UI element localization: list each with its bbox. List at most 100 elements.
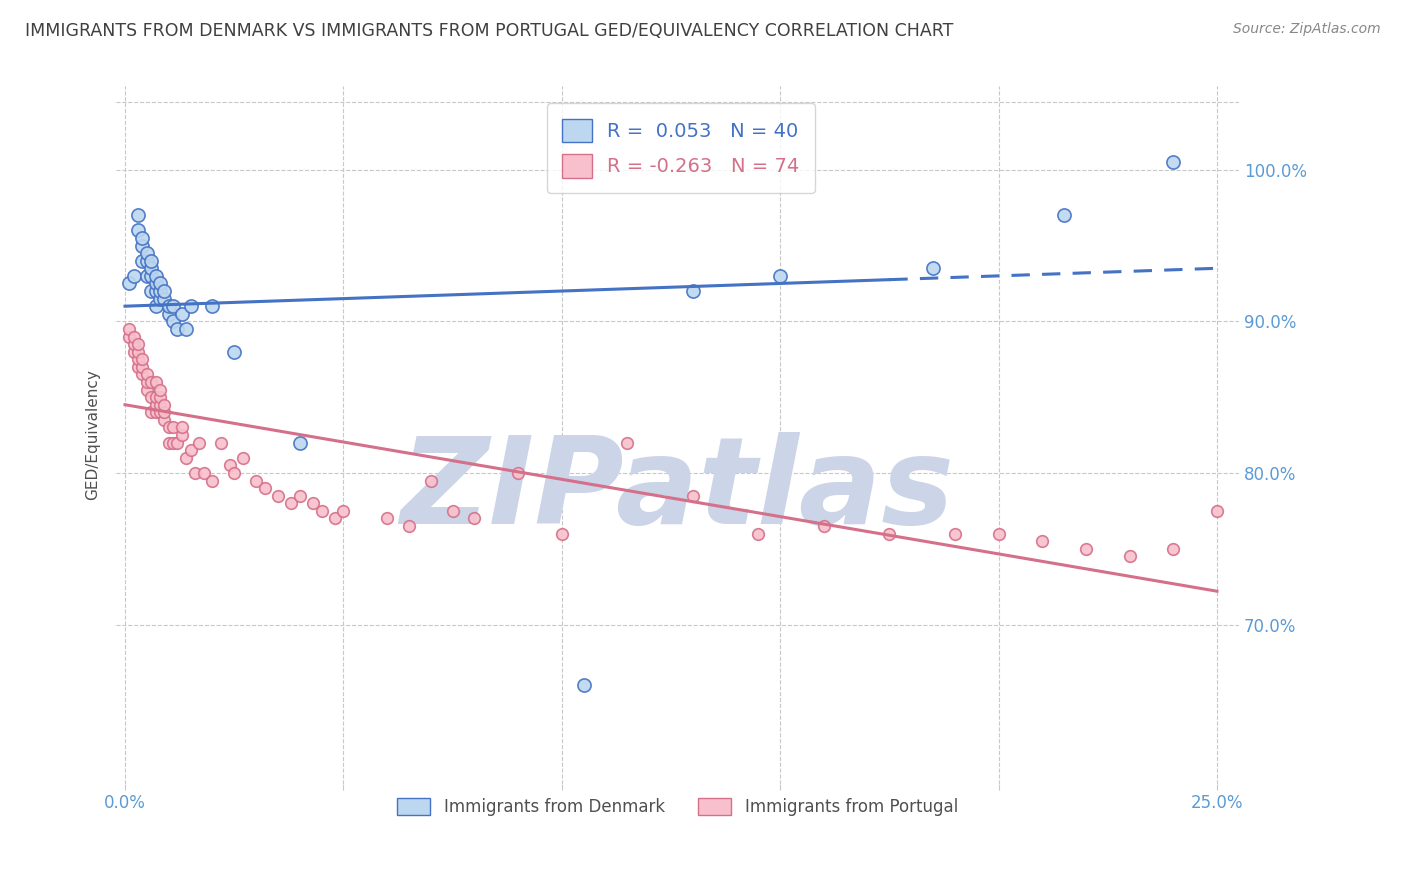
Point <box>141 268 163 283</box>
Point <box>375 511 398 525</box>
Point <box>131 253 153 268</box>
Point <box>141 261 163 276</box>
Point <box>245 474 267 488</box>
Point <box>131 231 153 245</box>
Point <box>131 238 153 252</box>
Point <box>551 526 574 541</box>
Point <box>311 504 333 518</box>
Point <box>149 398 172 412</box>
Point <box>1206 504 1229 518</box>
Point <box>224 466 246 480</box>
Point <box>267 489 290 503</box>
Point <box>232 450 254 465</box>
Point <box>922 261 945 276</box>
Point <box>166 322 188 336</box>
Point <box>127 359 149 374</box>
Point <box>153 292 176 306</box>
Point <box>1031 534 1053 549</box>
Point <box>1161 155 1184 169</box>
Point <box>118 329 141 343</box>
Point <box>153 398 176 412</box>
Point <box>184 466 207 480</box>
Point <box>162 299 184 313</box>
Point <box>201 299 224 313</box>
Point <box>153 413 176 427</box>
Point <box>131 359 153 374</box>
Point <box>572 678 595 692</box>
Point <box>616 435 638 450</box>
Point <box>141 390 163 404</box>
Point <box>813 519 835 533</box>
Point <box>1161 541 1184 556</box>
Point <box>209 435 232 450</box>
Point <box>127 344 149 359</box>
Point <box>149 277 172 291</box>
Point <box>118 277 141 291</box>
Point <box>253 481 276 495</box>
Point <box>141 405 163 419</box>
Text: IMMIGRANTS FROM DENMARK VS IMMIGRANTS FROM PORTUGAL GED/EQUIVALENCY CORRELATION : IMMIGRANTS FROM DENMARK VS IMMIGRANTS FR… <box>25 22 953 40</box>
Point <box>332 504 354 518</box>
Point <box>747 526 769 541</box>
Point <box>145 277 167 291</box>
Point <box>201 474 224 488</box>
Point <box>149 390 172 404</box>
Point <box>162 420 184 434</box>
Point <box>122 268 145 283</box>
Point <box>162 314 184 328</box>
Point <box>162 435 184 450</box>
Point <box>682 489 704 503</box>
Point <box>145 405 167 419</box>
Point <box>145 299 167 313</box>
Point <box>153 405 176 419</box>
Point <box>131 368 153 382</box>
Point <box>127 223 149 237</box>
Point <box>441 504 464 518</box>
Point <box>131 352 153 367</box>
Point <box>174 322 197 336</box>
Text: ZIPatlas: ZIPatlas <box>401 433 955 549</box>
Point <box>122 329 145 343</box>
Point <box>145 284 167 298</box>
Point <box>127 208 149 222</box>
Point <box>180 299 202 313</box>
Point <box>135 368 157 382</box>
Point <box>180 443 202 458</box>
Point <box>463 511 485 525</box>
Point <box>149 405 172 419</box>
Point <box>135 246 157 260</box>
Point <box>145 375 167 389</box>
Point <box>135 375 157 389</box>
Point <box>174 450 197 465</box>
Point <box>682 284 704 298</box>
Point <box>135 268 157 283</box>
Point <box>398 519 420 533</box>
Legend: Immigrants from Denmark, Immigrants from Portugal: Immigrants from Denmark, Immigrants from… <box>388 789 966 824</box>
Point <box>145 398 167 412</box>
Point <box>323 511 346 525</box>
Point <box>166 435 188 450</box>
Point <box>188 435 211 450</box>
Point <box>506 466 529 480</box>
Point <box>135 383 157 397</box>
Point <box>122 344 145 359</box>
Point <box>127 337 149 351</box>
Point <box>170 420 193 434</box>
Point <box>157 435 180 450</box>
Text: Source: ZipAtlas.com: Source: ZipAtlas.com <box>1233 22 1381 37</box>
Point <box>141 375 163 389</box>
Point <box>879 526 901 541</box>
Point <box>135 253 157 268</box>
Point <box>218 458 240 473</box>
Point <box>280 496 302 510</box>
Point <box>157 307 180 321</box>
Point <box>149 383 172 397</box>
Point <box>153 284 176 298</box>
Point <box>1118 549 1140 564</box>
Y-axis label: GED/Equivalency: GED/Equivalency <box>86 369 100 500</box>
Point <box>157 420 180 434</box>
Point <box>1053 208 1076 222</box>
Point <box>118 322 141 336</box>
Point <box>1074 541 1097 556</box>
Point <box>224 344 246 359</box>
